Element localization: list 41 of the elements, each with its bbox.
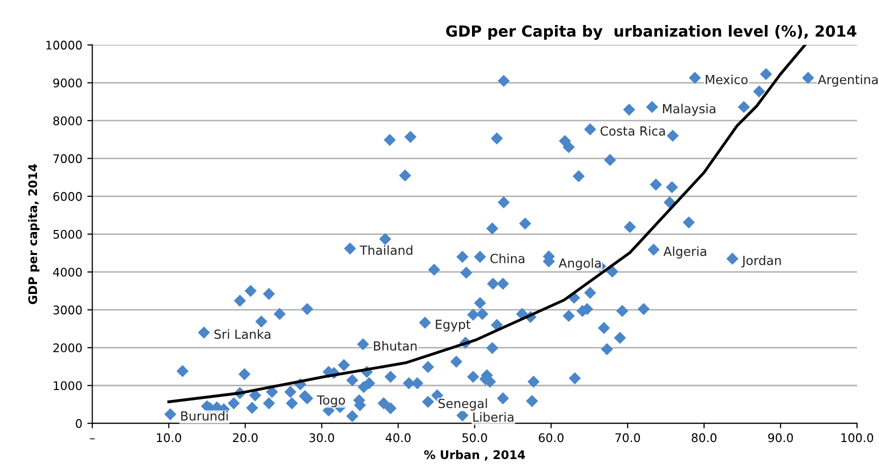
- annotation: Senegal: [438, 398, 487, 411]
- annotation: Costa Rica: [600, 126, 665, 136]
- annotation: China: [490, 254, 524, 264]
- annotation: Togo: [316, 395, 345, 408]
- x-tick-label: –: [90, 438, 95, 440]
- x-tick-label: 40.0: [386, 433, 411, 442]
- x-tick-label: 80.0: [692, 433, 716, 442]
- y-axis-title: GDP per capita, 2014: [28, 164, 40, 304]
- annotation: Argentina: [818, 74, 878, 87]
- x-tick-label: 90.0: [768, 433, 793, 442]
- y-tick-label: 7000: [53, 154, 82, 164]
- annotation: Angola: [558, 258, 601, 270]
- annotation: Bhutan: [374, 340, 417, 351]
- annotation: Thailand: [360, 245, 412, 255]
- y-tick-label: 8000: [53, 116, 82, 126]
- x-tick-label: 10.0: [156, 433, 182, 442]
- annotation: Mexico: [706, 74, 748, 84]
- y-tick-label: 1000: [54, 381, 82, 390]
- x-tick-label: 60.0: [538, 433, 564, 442]
- x-tick-label: 20.0: [232, 433, 258, 442]
- y-tick-label: 10000: [46, 40, 82, 50]
- y-tick-label: 3000: [53, 306, 82, 314]
- x-tick-label: 30.0: [309, 433, 334, 442]
- annotation: Algeria: [663, 246, 706, 258]
- annotation: Liberia: [473, 412, 514, 422]
- annotation: Sri Lanka: [214, 329, 270, 339]
- annotation: Malaysia: [663, 104, 716, 116]
- chart-title: GDP per Capita by urbanization level (%), 2014: [446, 24, 856, 40]
- y-tick-label: 4000: [53, 268, 82, 277]
- y-tick-label: 5000: [53, 230, 82, 239]
- y-tick-label: 9000: [53, 78, 82, 88]
- annotation: Burundi: [181, 410, 228, 421]
- y-tick-label: 6000: [53, 192, 82, 201]
- x-tick-label: 50.0: [462, 433, 488, 442]
- y-tick-label: 2000: [53, 343, 82, 352]
- x-axis-title: % Urban , 2014: [424, 450, 525, 461]
- y-tick-label: 0: [76, 419, 82, 428]
- x-tick-label: 70.0: [615, 433, 640, 442]
- annotation: Egypt: [436, 320, 470, 332]
- x-tick-label: 100.0: [841, 433, 874, 442]
- annotation: Jordan: [741, 255, 781, 268]
